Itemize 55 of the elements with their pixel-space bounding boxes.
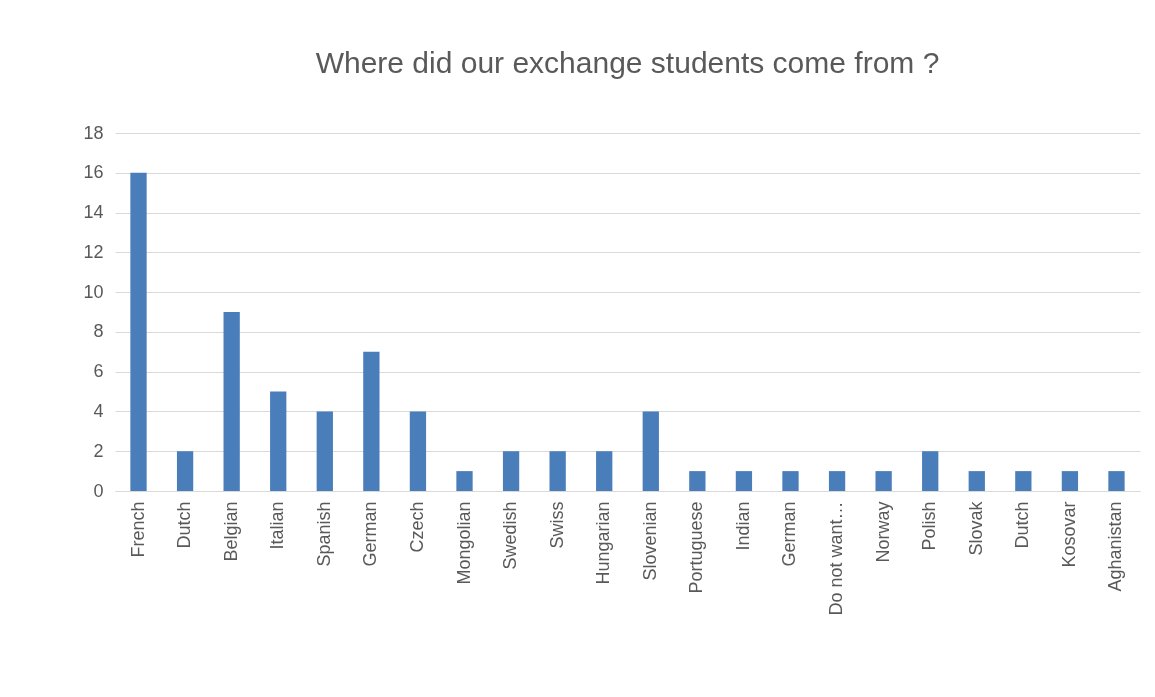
y-tick-label: 8 (93, 321, 104, 342)
chart-title: Where did our exchange students come from ? (315, 46, 940, 79)
bar (549, 451, 566, 491)
x-tick-label: Swedish (500, 501, 521, 570)
bar (176, 451, 194, 491)
bar (596, 451, 613, 491)
y-tick-label: 0 (93, 480, 104, 501)
bar (689, 471, 706, 491)
x-tick-label: Spanish (313, 501, 334, 567)
x-tick-label: Aghanistan (1105, 501, 1126, 592)
y-tick-label: 2 (93, 440, 104, 461)
x-tick-label: Belgian (220, 501, 241, 562)
bar (828, 471, 846, 491)
bar (130, 172, 147, 491)
y-tick-label: 4 (93, 400, 104, 421)
x-tick-label: Swiss (546, 501, 567, 549)
y-tick-label: 14 (83, 202, 104, 223)
bar (922, 451, 939, 491)
bar (270, 391, 287, 491)
x-tick-label: French (127, 501, 148, 558)
y-tick-label: 10 (83, 281, 104, 302)
bar (642, 411, 659, 491)
x-tick-label: Kosovar (1058, 501, 1079, 568)
x-tick-label: German (779, 501, 800, 567)
x-tick-label: Italian (267, 501, 288, 550)
bar (875, 471, 892, 491)
x-tick-label: Dutch (174, 501, 195, 549)
x-tick-label: Hungarian (593, 501, 614, 585)
x-tick-label: Polish (919, 501, 940, 551)
x-tick-label: Indian (732, 501, 753, 551)
x-tick-label: Do not want… (826, 501, 847, 616)
bar (502, 451, 520, 491)
bar (409, 411, 427, 491)
x-tick-label: German (360, 501, 381, 567)
x-tick-label: Slovenian (639, 501, 660, 581)
bar (782, 471, 799, 491)
bar (1015, 471, 1032, 491)
bar (735, 471, 753, 491)
bar (1061, 471, 1079, 491)
bar (363, 351, 380, 491)
y-tick-label: 6 (93, 361, 104, 382)
bar (968, 471, 985, 491)
x-tick-label: Norway (872, 501, 893, 563)
y-tick-label: 12 (83, 241, 104, 262)
bar (456, 471, 473, 491)
x-tick-label: Czech (406, 501, 427, 553)
y-tick-label: 16 (83, 162, 104, 183)
y-tick-label: 18 (83, 122, 104, 143)
x-tick-label: Mongolian (453, 501, 474, 585)
x-tick-label: Slovak (965, 500, 986, 556)
x-tick-label: Portuguese (686, 501, 707, 594)
bar (223, 312, 240, 491)
x-tick-label: Dutch (1012, 501, 1033, 549)
bar (1108, 471, 1125, 491)
bar (316, 411, 333, 491)
